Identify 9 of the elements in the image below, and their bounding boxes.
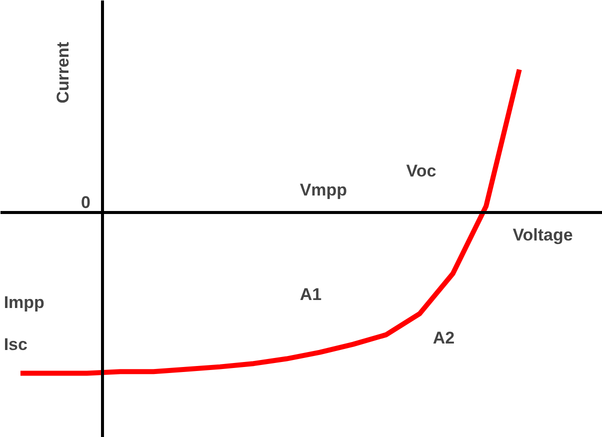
annotation: Vmpp xyxy=(300,180,348,200)
annotation: A2 xyxy=(432,328,455,348)
annotation: A1 xyxy=(300,285,322,304)
x-axis-title: Voltage xyxy=(512,226,573,245)
y-axis-title: Current xyxy=(54,42,73,104)
annotation: 0 xyxy=(80,192,90,212)
annotation: Isc xyxy=(4,334,28,354)
annotation: Voc xyxy=(406,161,436,180)
annotation: Impp xyxy=(4,293,44,312)
